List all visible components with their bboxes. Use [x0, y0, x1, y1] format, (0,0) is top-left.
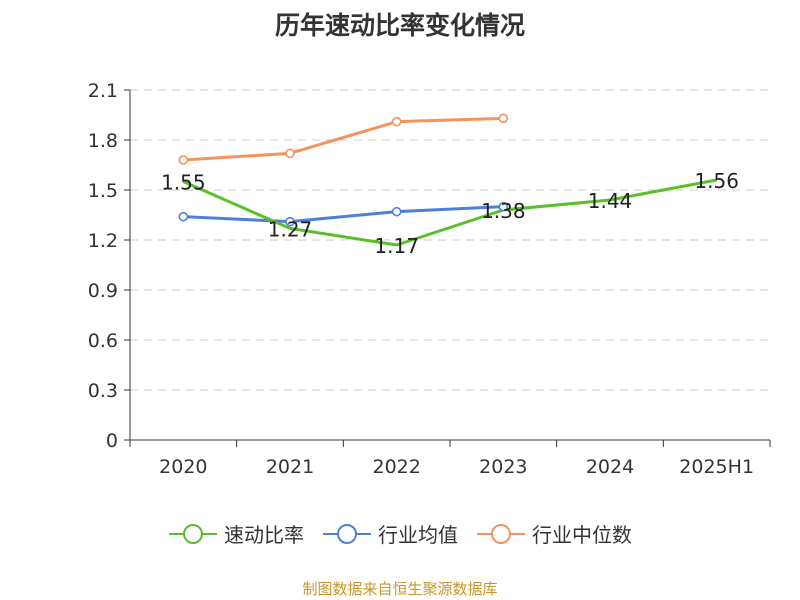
y-tick-label: 2.1 — [88, 80, 118, 102]
data-label: 1.55 — [161, 171, 206, 195]
legend-item[interactable]: 行业均值 — [322, 519, 458, 548]
x-tick-label: 2024 — [586, 456, 634, 478]
data-label: 1.38 — [481, 199, 526, 223]
data-point — [178, 155, 189, 165]
data-labels: 1.55 1.27 1.17 1.38 1.44 1.56 — [161, 169, 739, 258]
x-axis: 2020 2021 2022 2023 2024 2025H1 — [129, 439, 771, 478]
data-point — [285, 148, 295, 159]
legend-line-circle-icon — [169, 523, 217, 544]
y-tick-label: 1.8 — [88, 130, 118, 152]
series-line — [183, 205, 504, 224]
legend: 速动比率 行业均值 行业中位数 — [0, 519, 800, 548]
series-line — [183, 116, 504, 162]
data-point — [178, 211, 189, 222]
data-label: 1.27 — [268, 217, 313, 241]
legend-item[interactable]: 行业中位数 — [476, 519, 632, 548]
x-tick-label: 2025H1 — [679, 456, 754, 478]
data-point — [391, 116, 402, 127]
data-label: 1.44 — [588, 189, 633, 213]
x-tick-label: 2020 — [159, 456, 207, 478]
y-tick-label: 0 — [106, 430, 118, 452]
legend-item[interactable]: 速动比率 — [168, 519, 304, 548]
y-tick-label: 1.2 — [88, 230, 118, 252]
y-tick-label: 0.3 — [88, 380, 118, 402]
data-label: 1.56 — [694, 169, 739, 193]
y-axis: 0 0.3 0.6 0.9 1.2 1.5 1.8 2.1 — [88, 80, 131, 452]
series-line — [182, 178, 717, 247]
y-tick-label: 0.6 — [88, 330, 118, 352]
legend-line-circle-icon — [477, 523, 525, 544]
legend-label: 行业中位数 — [532, 523, 632, 547]
x-tick-label: 2023 — [479, 456, 527, 478]
legend-label: 速动比率 — [224, 523, 304, 547]
data-label: 1.17 — [374, 234, 419, 258]
y-tick-label: 0.9 — [88, 280, 118, 302]
chart-title: 历年速动比率变化情况 — [274, 11, 525, 40]
series-points — [178, 113, 509, 227]
source-note: 制图数据来自恒生聚源数据库 — [302, 580, 498, 598]
data-point — [391, 206, 402, 217]
legend-label: 行业均值 — [378, 523, 458, 547]
grid-lines — [130, 89, 770, 391]
x-tick-label: 2021 — [266, 456, 314, 478]
data-point — [498, 113, 509, 124]
y-tick-label: 1.5 — [88, 180, 118, 202]
series-lines — [182, 116, 717, 247]
x-tick-label: 2022 — [372, 456, 420, 478]
data-point — [285, 216, 295, 227]
legend-line-circle-icon — [323, 523, 371, 544]
data-point — [498, 201, 509, 212]
